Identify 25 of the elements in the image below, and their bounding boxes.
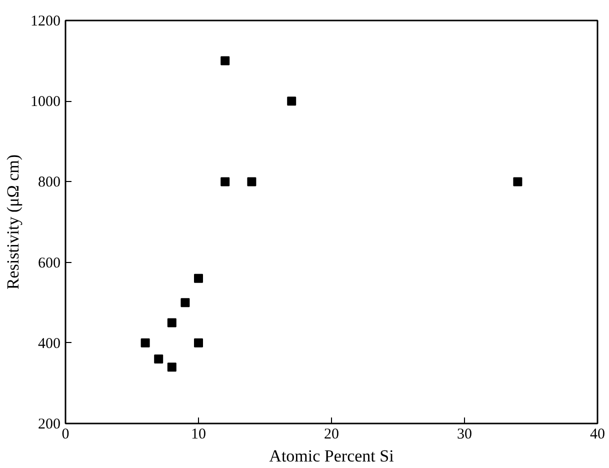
point: [154, 354, 164, 364]
x-tick-label: 20: [324, 426, 339, 442]
y-tick-label: 400: [38, 336, 60, 352]
point: [167, 318, 176, 328]
x-tick-label: 10: [191, 426, 206, 442]
y-tick-label: 800: [38, 174, 60, 191]
point: [220, 56, 230, 66]
point: [220, 177, 230, 186]
point: [287, 96, 296, 106]
point: [513, 177, 522, 186]
y-tick-label: 1200: [30, 14, 60, 30]
y-tick-label: 1000: [30, 94, 60, 110]
y-axis-title: Resistivity (μΩ cm): [4, 154, 22, 290]
point: [180, 298, 190, 308]
point: [140, 338, 150, 348]
x-tick-label: 30: [457, 426, 472, 442]
x-tick-label: 40: [590, 426, 605, 442]
y-tick-label: 600: [38, 255, 60, 272]
point: [194, 338, 203, 348]
point: [194, 274, 203, 283]
x-tick-label: 0: [62, 426, 70, 442]
point: [167, 362, 176, 372]
x-axis-title: Atomic Percent Si: [269, 446, 394, 466]
y-tick-label: 200: [38, 416, 60, 432]
point: [247, 177, 256, 186]
